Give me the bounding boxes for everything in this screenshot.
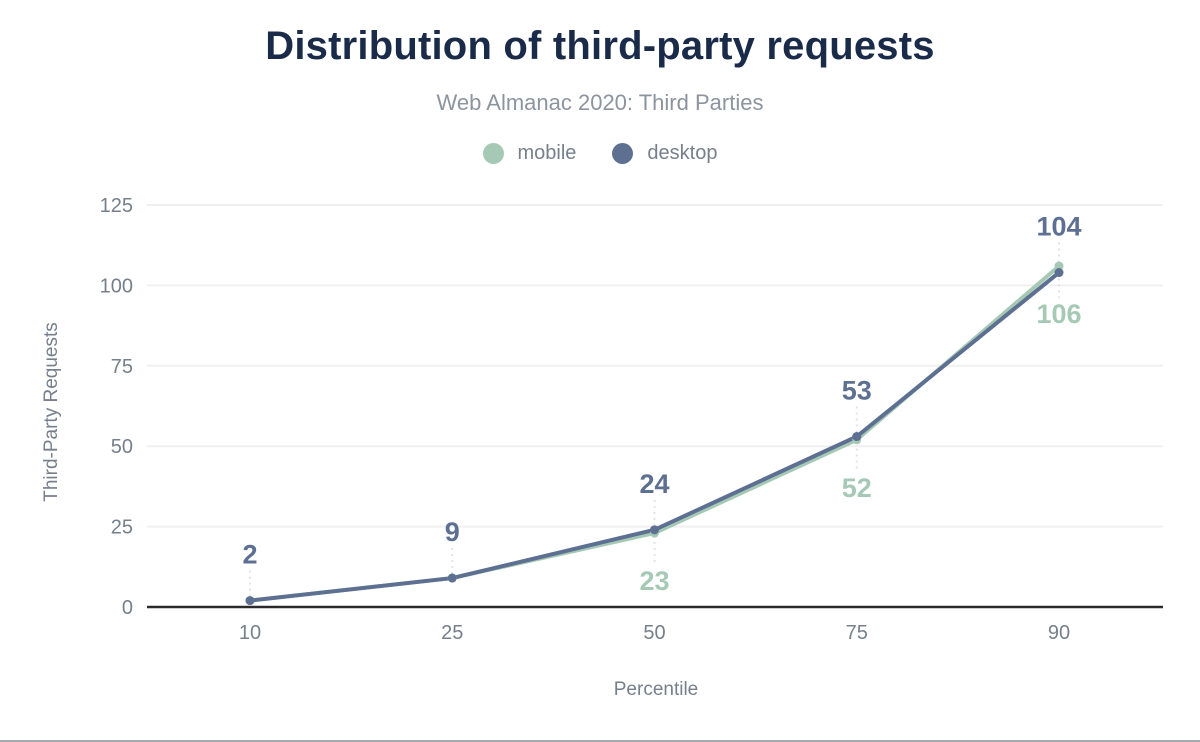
chart-legend: mobile desktop <box>0 142 1200 165</box>
legend-label-desktop: desktop <box>647 142 718 164</box>
data-label-mobile: 106 <box>1036 299 1081 329</box>
data-point-desktop <box>852 432 862 442</box>
data-point-desktop <box>650 525 659 535</box>
data-label-desktop: 9 <box>445 517 460 547</box>
y-tick-label: 125 <box>100 195 133 217</box>
chart-title: Distribution of third-party requests <box>265 24 935 68</box>
data-point-mobile <box>1054 261 1064 271</box>
y-tick-label: 25 <box>111 517 133 539</box>
data-label-mobile: 52 <box>842 473 872 503</box>
x-tick-label: 25 <box>441 622 463 644</box>
legend-swatch-desktop <box>612 143 634 164</box>
chart-subtitle: Web Almanac 2020: Third Parties <box>436 90 764 115</box>
data-point-desktop <box>447 573 457 583</box>
data-label-desktop: 2 <box>242 540 257 570</box>
y-tick-label: 0 <box>122 597 133 619</box>
y-tick-label: 100 <box>100 275 133 297</box>
series-line-mobile <box>248 264 1061 603</box>
data-label-desktop: 104 <box>1036 212 1081 242</box>
legend-label-mobile: mobile <box>517 142 577 164</box>
y-axis-title: Third-Party Requests <box>41 322 62 502</box>
y-tick-label: 75 <box>111 356 133 378</box>
y-tick-label: 50 <box>111 436 133 458</box>
data-label-desktop: 24 <box>639 469 669 499</box>
x-tick-label: 90 <box>1048 622 1070 644</box>
legend-swatch-mobile <box>482 143 504 164</box>
x-tick-label: 10 <box>239 622 261 644</box>
x-tick-label: 50 <box>643 622 665 644</box>
x-tick-label: 75 <box>846 622 868 644</box>
legend-item-desktop: desktop <box>612 142 717 165</box>
data-point-desktop <box>245 596 255 606</box>
data-point-desktop <box>1054 268 1064 278</box>
page-bottom-edge <box>0 740 1200 742</box>
data-label-desktop: 53 <box>842 376 872 406</box>
data-label-mobile: 23 <box>639 566 669 596</box>
x-axis-title: Percentile <box>613 679 699 700</box>
series-line-desktop <box>248 270 1061 603</box>
legend-item-mobile: mobile <box>482 142 577 165</box>
